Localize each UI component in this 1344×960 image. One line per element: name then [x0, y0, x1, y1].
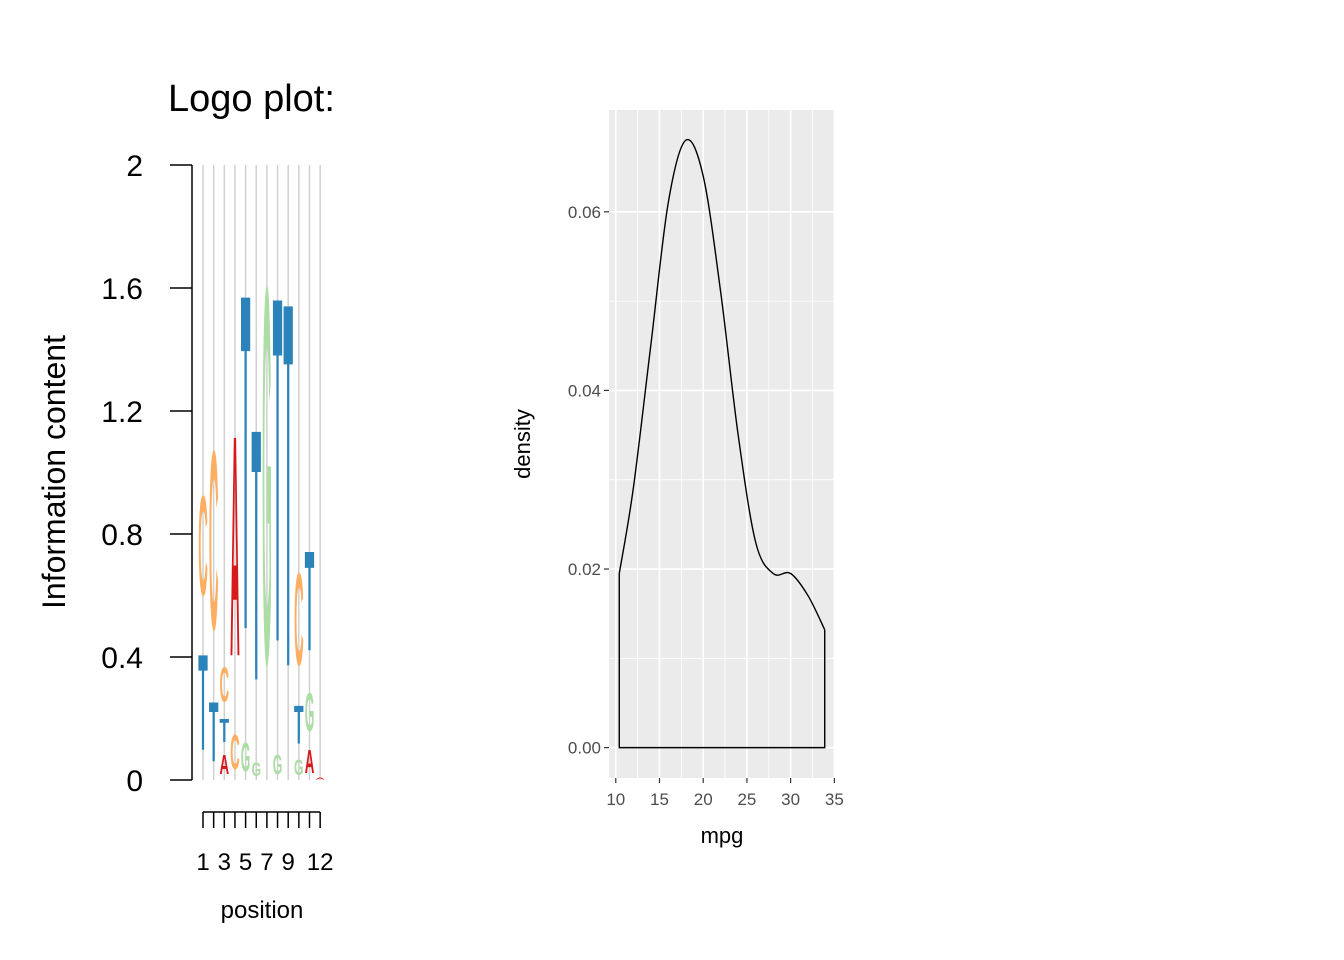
logo-letter: T — [209, 685, 219, 780]
logo-letter: T — [241, 194, 251, 731]
logo-letter: A — [305, 744, 315, 781]
x-tick-label: 20 — [694, 790, 713, 809]
y-tick-label: 0.4 — [101, 642, 143, 675]
y-tick-label: 0 — [126, 765, 143, 798]
logo-letter: G — [273, 749, 283, 780]
y-tick-label: 0.02 — [568, 560, 601, 579]
x-tick-label: 35 — [825, 790, 844, 809]
y-tick-label: 1.2 — [101, 396, 143, 429]
logo-letter: C — [220, 656, 230, 712]
logo-letter: T — [273, 194, 283, 747]
logo-letter: G — [262, 174, 272, 776]
logo-letter: T — [220, 714, 230, 750]
logo-letter: A — [230, 371, 240, 723]
y-tick-label: 1.6 — [101, 273, 143, 306]
logo-letter: G — [305, 683, 315, 744]
x-tick-label: 3 — [218, 849, 231, 876]
logo-letter: T — [294, 693, 304, 756]
logo-letter: A — [315, 777, 325, 780]
logo-letter: C — [198, 467, 208, 626]
x-axis-label: mpg — [701, 823, 744, 848]
logo-letter: G — [241, 734, 251, 780]
logo-letter: T — [283, 195, 293, 777]
chart-title: Logo plot: — [168, 78, 335, 120]
y-tick-label: 0.04 — [568, 381, 601, 400]
y-axis-label: density — [510, 409, 535, 479]
logo-letter: C — [294, 545, 304, 693]
logo-letter: C — [209, 398, 219, 683]
x-axis-label: position — [221, 897, 304, 924]
y-tick-label: 0.8 — [101, 519, 143, 552]
logo-letter: T — [251, 354, 261, 755]
x-tick-label: 25 — [737, 790, 756, 809]
logo-letter: T — [198, 626, 208, 779]
panel-background — [609, 110, 835, 778]
y-tick-label: 0.00 — [568, 739, 601, 758]
density-outline — [618, 573, 826, 749]
x-tick-label: 15 — [650, 790, 669, 809]
density-line — [618, 138, 826, 631]
y-tick-label: 2 — [126, 150, 143, 183]
logo-letter: G — [251, 759, 261, 780]
logo-letter: T — [305, 521, 315, 681]
y-axis-label: Information content — [36, 335, 72, 609]
x-tick-label: 1 — [196, 849, 209, 876]
x-tick-label: 30 — [781, 790, 800, 809]
x-tick-label: 12 — [307, 849, 334, 876]
logo-letter: C — [230, 724, 240, 780]
x-tick-label: 5 — [239, 849, 252, 876]
y-tick-label: 0.06 — [568, 203, 601, 222]
x-tick-label: 10 — [606, 790, 625, 809]
x-tick-label: 9 — [282, 849, 295, 876]
x-tick-label: 7 — [260, 849, 273, 876]
logo-letter: G — [294, 755, 304, 780]
logo-letter: A — [220, 749, 230, 781]
